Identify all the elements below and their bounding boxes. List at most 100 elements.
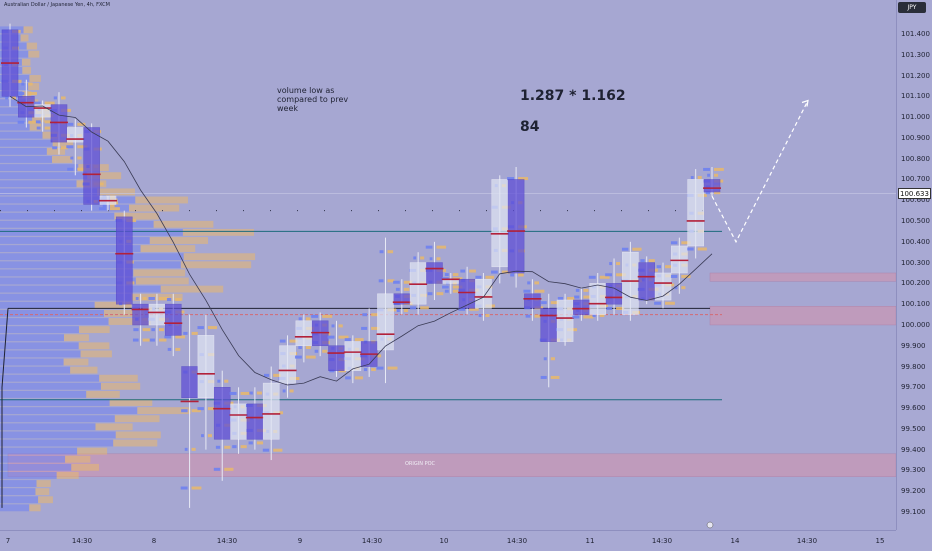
candle bbox=[82, 123, 104, 211]
candle-footprint bbox=[345, 376, 351, 380]
time-axis[interactable]: 7 14:30 8 14:30 9 14:30 10 14:30 11 14:30 14 14:30 1… bbox=[0, 530, 896, 551]
time-tick: 10 bbox=[439, 537, 449, 545]
price-tick: 101.300 bbox=[901, 50, 930, 59]
candle-footprint bbox=[707, 173, 710, 177]
candle-footprint bbox=[263, 373, 270, 377]
candle-footprint bbox=[44, 126, 51, 130]
candle-body bbox=[507, 179, 525, 274]
candle bbox=[343, 335, 365, 384]
candle-footprint bbox=[28, 120, 38, 124]
candle-footprint bbox=[224, 379, 229, 383]
candle bbox=[262, 366, 284, 461]
volume-profile-bar bbox=[153, 220, 214, 228]
price-tick: 99.100 bbox=[901, 508, 926, 516]
candle bbox=[425, 241, 447, 301]
candle-footprint bbox=[77, 145, 88, 149]
volume-profile-bar bbox=[129, 204, 180, 212]
candle-footprint bbox=[240, 445, 247, 449]
volume-profile-bar bbox=[0, 472, 57, 479]
candle-footprint bbox=[322, 349, 328, 353]
volume-profile-bar bbox=[0, 318, 109, 325]
candle-footprint bbox=[363, 368, 368, 372]
candle-footprint bbox=[687, 247, 694, 251]
volume-profile-bar bbox=[0, 496, 39, 504]
candle-footprint bbox=[201, 434, 204, 438]
volume-profile-bar bbox=[0, 439, 114, 447]
candle-footprint bbox=[67, 167, 74, 171]
candle-footprint bbox=[21, 82, 25, 86]
chart-area[interactable]: Australian Dollar / Japanese Yen, 4h, FX… bbox=[0, 0, 896, 530]
candle-footprint bbox=[53, 96, 57, 100]
volume-profile-bar bbox=[115, 431, 161, 439]
candle-footprint bbox=[66, 145, 74, 149]
volume-profile-bar bbox=[0, 390, 87, 398]
time-tick: 14:30 bbox=[651, 537, 673, 545]
volume-profile-bar bbox=[0, 374, 100, 382]
volume-profile-bar bbox=[114, 212, 159, 220]
currency-badge[interactable]: JPY bbox=[898, 2, 926, 13]
candle bbox=[605, 258, 626, 315]
volume-profile-bar bbox=[0, 261, 181, 269]
candle-footprint bbox=[427, 292, 433, 296]
candle-footprint bbox=[491, 270, 498, 274]
candle bbox=[1, 23, 22, 107]
volume-profile-bar bbox=[0, 123, 30, 131]
candle-footprint bbox=[109, 204, 115, 208]
candle-footprint bbox=[282, 389, 286, 393]
volume-profile-bar bbox=[0, 156, 53, 163]
candle-footprint bbox=[444, 273, 449, 277]
candle-footprint bbox=[28, 92, 38, 96]
candle bbox=[523, 279, 545, 321]
candle bbox=[213, 370, 234, 481]
candle-body bbox=[573, 299, 590, 315]
candle-footprint bbox=[191, 447, 196, 451]
volume-profile-bar bbox=[94, 301, 132, 309]
candle bbox=[556, 293, 578, 346]
candle-footprint bbox=[452, 273, 459, 277]
candle-footprint bbox=[77, 156, 82, 160]
candle-footprint bbox=[298, 317, 302, 321]
timeline-marker bbox=[706, 521, 714, 529]
candle-footprint bbox=[361, 326, 368, 330]
candle-footprint bbox=[158, 296, 169, 300]
price-axis[interactable]: 101.400 101.300 101.200 101.100 101.000 100.9… bbox=[896, 0, 932, 530]
volume-profile-bar bbox=[0, 172, 88, 180]
volume-profile-bar bbox=[0, 164, 79, 171]
candle-body bbox=[491, 179, 509, 268]
candle-footprint bbox=[305, 346, 311, 350]
candle bbox=[686, 169, 707, 259]
candle-footprint bbox=[5, 96, 8, 100]
volume-profile-bar bbox=[38, 496, 53, 504]
candle-footprint bbox=[311, 314, 319, 318]
price-chart[interactable] bbox=[0, 0, 896, 530]
volume-profile-bar bbox=[0, 350, 81, 358]
candle bbox=[245, 387, 267, 450]
volume-profile-bar bbox=[114, 415, 160, 423]
candle-footprint bbox=[327, 335, 335, 339]
time-tick: 14:30 bbox=[506, 537, 528, 545]
candle-footprint bbox=[452, 289, 459, 293]
candle-footprint bbox=[102, 204, 106, 208]
candle-footprint bbox=[135, 296, 139, 300]
candle-footprint bbox=[583, 288, 589, 292]
volume-profile-bar bbox=[0, 253, 184, 261]
volume-profile-bar bbox=[28, 50, 40, 58]
volume-profile-bar bbox=[77, 447, 108, 455]
candle-footprint bbox=[606, 306, 613, 310]
candle bbox=[294, 314, 316, 363]
candle-footprint bbox=[550, 375, 560, 379]
time-tick: 15 bbox=[875, 537, 885, 545]
candle-footprint bbox=[279, 339, 286, 343]
candle-footprint bbox=[621, 247, 629, 251]
price-tick: 101.400 bbox=[901, 30, 930, 38]
candle-footprint bbox=[262, 448, 270, 452]
volume-profile-bar bbox=[0, 488, 36, 496]
volume-profile-bar bbox=[135, 196, 188, 204]
candle-footprint bbox=[379, 250, 384, 254]
candle-footprint bbox=[362, 313, 368, 317]
candle-footprint bbox=[681, 286, 686, 290]
candle-footprint bbox=[52, 146, 57, 150]
candle-footprint bbox=[181, 409, 188, 413]
candle-footprint bbox=[149, 338, 155, 342]
time-tick: 14:30 bbox=[361, 537, 383, 545]
